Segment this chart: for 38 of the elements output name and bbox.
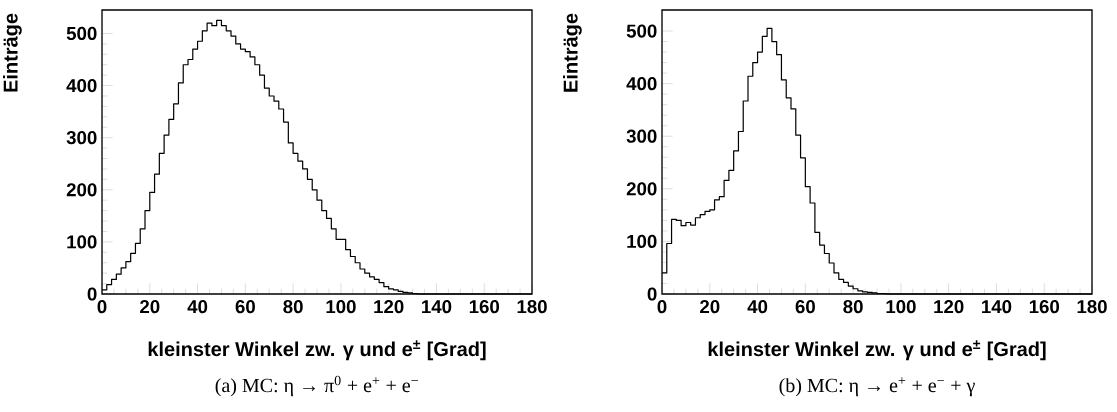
- y-tick-label: 500: [66, 26, 97, 41]
- y-axis-title: Einträge: [563, 13, 582, 92]
- text: (a) MC: η → π$^{0}$ + e$^{+}$ + e$^{−}$: [215, 375, 418, 397]
- x-tick-label: 100: [886, 300, 916, 314]
- x-tick-label: 100: [326, 300, 356, 314]
- x-tick-label: 140: [422, 300, 452, 314]
- y-tick-label: 400: [66, 78, 97, 93]
- x-tick-label: 120: [374, 300, 404, 314]
- x-tick-label: 80: [843, 300, 863, 314]
- x-tick-label: 40: [187, 300, 208, 314]
- x-tick-label: 180: [517, 300, 547, 314]
- x-axis-title: kleinster Winkel zw. γ und e$^{±}$ [Grad]: [148, 340, 486, 361]
- y-tick-label: 0: [87, 287, 97, 301]
- x-tick-label: 60: [235, 300, 255, 314]
- x-axis-title: kleinster Winkel zw. γ und e$^{±}$ [Grad]: [708, 340, 1046, 361]
- y-tick-label: 500: [626, 24, 657, 38]
- x-tick-label: 140: [982, 300, 1012, 314]
- y-tick-label: 400: [626, 77, 657, 91]
- x-tick-label: 80: [283, 300, 303, 314]
- text: (b) MC: η → e$^{+}$ + e$^{−}$ + γ: [779, 377, 975, 397]
- x-tick-label: 120: [934, 300, 964, 314]
- y-tick-label: 200: [626, 182, 657, 196]
- x-tick-label: 0: [657, 300, 667, 314]
- x-tick-label: 160: [469, 300, 500, 314]
- x-tick-label: 20: [140, 300, 160, 314]
- y-tick-label: 100: [67, 235, 97, 249]
- y-axis-title: Einträge: [3, 13, 22, 92]
- y-tick-label: 200: [66, 183, 97, 197]
- x-tick-label: 40: [747, 300, 768, 314]
- x-tick-label: 60: [795, 300, 815, 314]
- y-tick-label: 100: [627, 234, 657, 249]
- y-tick-label: 0: [647, 287, 657, 301]
- x-tick-label: 180: [1077, 300, 1107, 314]
- y-tick-label: 300: [626, 129, 657, 143]
- x-tick-label: 160: [1029, 300, 1060, 314]
- x-tick-label: 20: [700, 300, 720, 314]
- y-tick-label: 300: [66, 131, 97, 145]
- x-tick-label: 0: [97, 300, 107, 314]
